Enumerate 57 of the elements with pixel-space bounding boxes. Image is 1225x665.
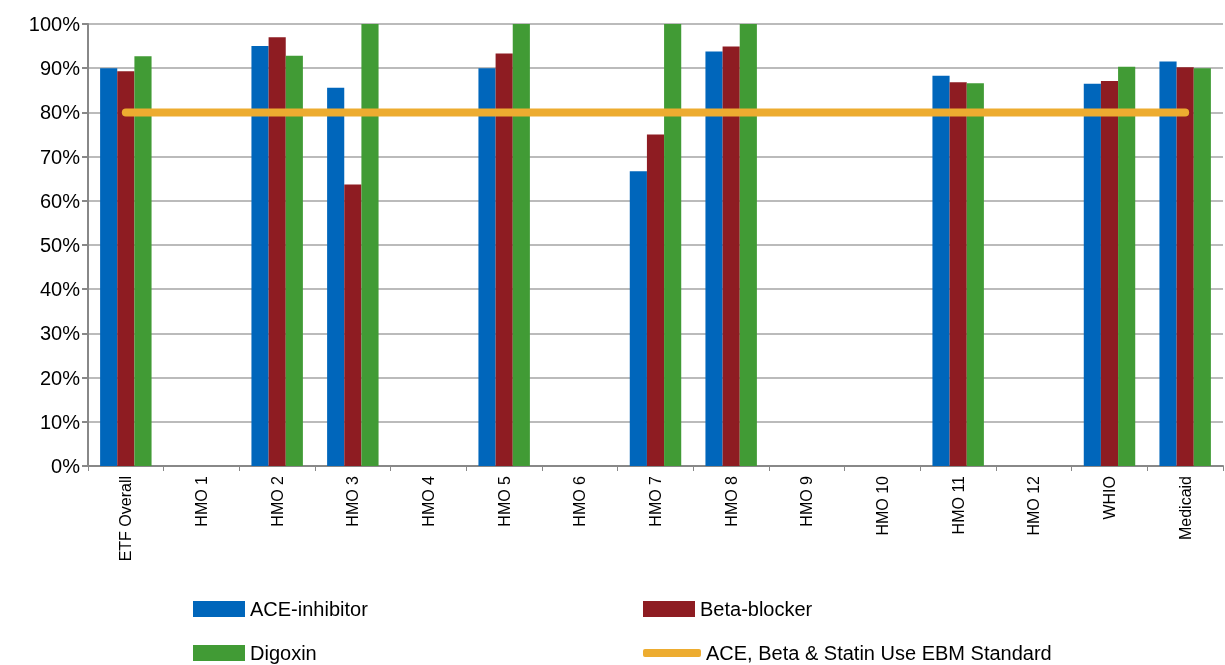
bar [629, 171, 647, 466]
bar [1159, 61, 1177, 466]
x-tick-label: HMO 11 [949, 475, 967, 535]
x-tick-label: HMO 8 [722, 475, 740, 527]
bar [1193, 68, 1211, 466]
y-tick-label: 70% [39, 145, 81, 168]
bar [932, 75, 950, 466]
bar [117, 71, 135, 466]
bar [1118, 66, 1136, 466]
bar [478, 68, 496, 466]
bar [251, 46, 269, 466]
legend-label: Digoxin [250, 642, 317, 664]
bar [134, 56, 152, 466]
y-tick-label: 40% [39, 278, 81, 301]
y-tick-label: 0% [51, 455, 81, 477]
x-tick-label: ETF Overall [117, 476, 135, 562]
bar [739, 24, 757, 466]
x-tick-label: HMO 6 [571, 475, 589, 527]
bar [664, 24, 682, 466]
x-tick-label: HMO 2 [268, 475, 286, 527]
x-tick-label: HMO 7 [647, 475, 664, 527]
bar [705, 51, 723, 466]
bar [722, 46, 740, 466]
x-tick-label: Medicaid [1176, 476, 1194, 541]
x-tick-label: HMO 12 [1025, 475, 1043, 536]
bar [285, 55, 303, 466]
x-tick-label: HMO 3 [344, 475, 362, 527]
x-tick-label: WHIO [1101, 476, 1118, 520]
y-tick-label: 20% [39, 366, 81, 389]
bar [100, 68, 118, 466]
legend-label: Beta-blocker [700, 598, 813, 620]
bar [949, 82, 967, 466]
y-tick-label: 60% [39, 189, 81, 212]
y-tick-label: 10% [39, 410, 81, 433]
y-tick-label: 30% [39, 322, 81, 345]
bar [1100, 81, 1119, 466]
bar [344, 184, 362, 466]
bar [327, 87, 345, 466]
x-tick-label: HMO 4 [420, 475, 437, 527]
bar [966, 83, 984, 466]
bar [495, 53, 513, 466]
x-tick-label: HMO 1 [193, 475, 210, 527]
x-tick-label: HMO 5 [495, 475, 513, 527]
bar [646, 134, 665, 466]
bar [1083, 83, 1101, 466]
y-tick-label: 100% [28, 13, 81, 35]
y-tick-label: 80% [39, 101, 81, 124]
y-tick-label: 90% [39, 57, 81, 80]
x-tick-label: HMO 10 [874, 475, 891, 536]
bar [268, 37, 286, 466]
legend-label: ACE-inhibitor [250, 598, 369, 620]
bar [1176, 67, 1194, 466]
y-tick-label: 50% [39, 234, 81, 256]
bar [361, 24, 379, 466]
bar [512, 24, 530, 466]
x-tick-label: HMO 9 [798, 475, 816, 527]
legend-label: ACE, Beta & Statin Use EBM Standard [706, 642, 1052, 664]
